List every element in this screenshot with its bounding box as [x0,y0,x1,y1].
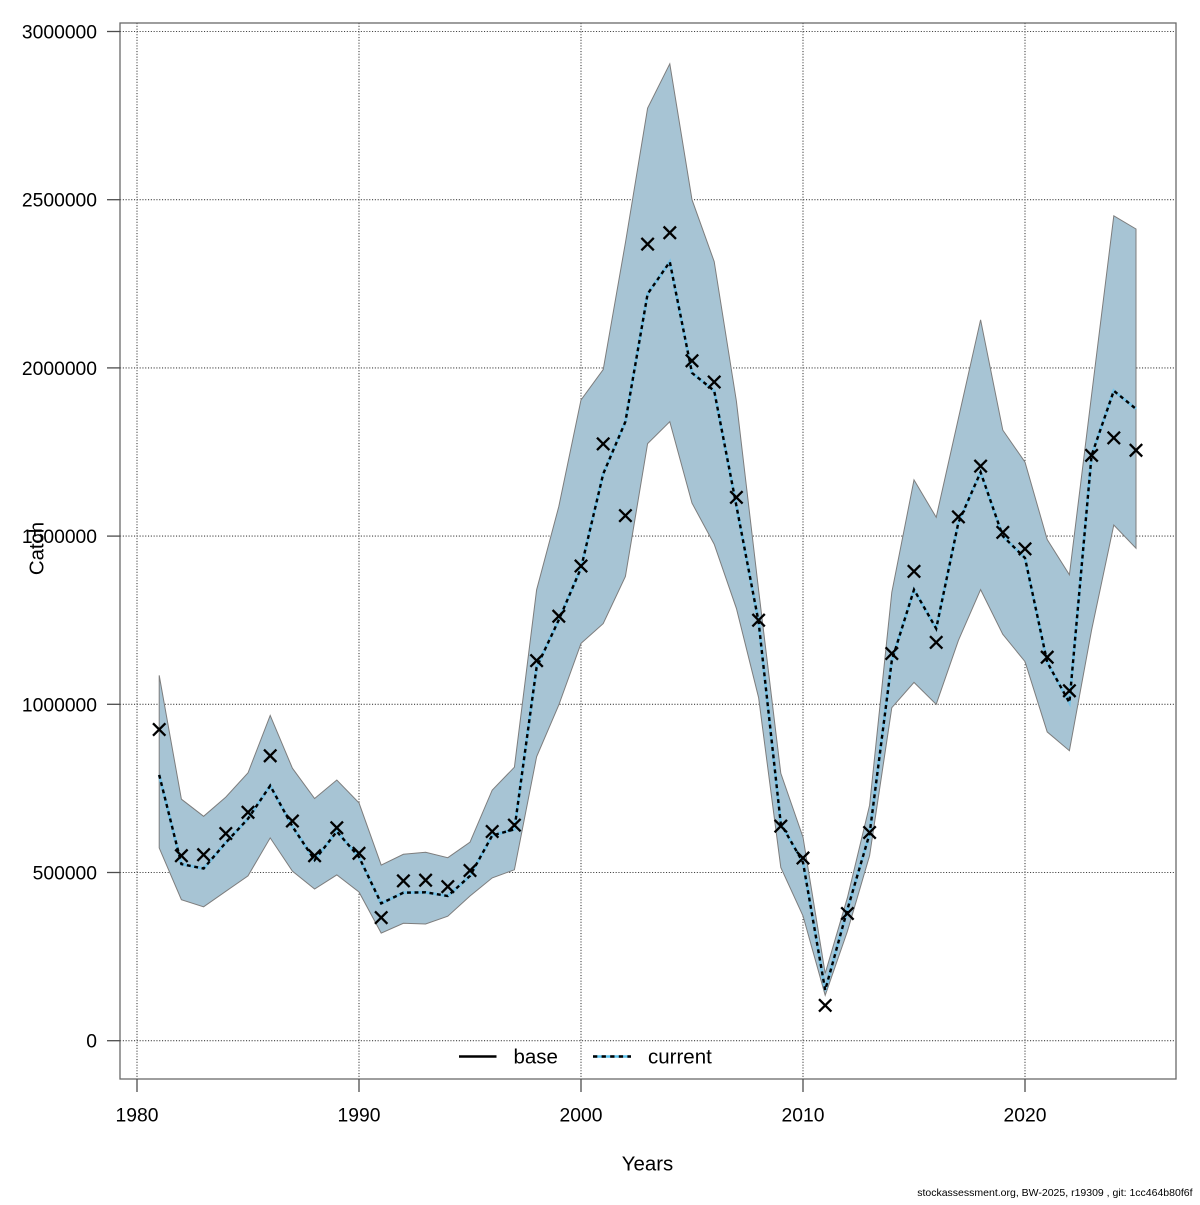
svg-text:1980: 1980 [116,1106,159,1127]
svg-text:Catch: Catch [27,522,49,575]
svg-text:2000: 2000 [560,1106,603,1127]
svg-text:500000: 500000 [33,864,97,885]
svg-text:Years: Years [622,1154,673,1176]
svg-text:2500000: 2500000 [22,191,97,212]
svg-text:2020: 2020 [1004,1106,1047,1127]
svg-text:1500000: 1500000 [22,527,97,548]
svg-text:2010: 2010 [782,1106,825,1127]
svg-text:3000000: 3000000 [22,23,97,44]
svg-text:base: base [514,1046,558,1069]
svg-text:1000000: 1000000 [22,695,97,716]
svg-text:current: current [648,1046,712,1069]
svg-text:1990: 1990 [338,1106,381,1127]
svg-text:stockassessment.org, BW-2025,: stockassessment.org, BW-2025, r19309 , g… [917,1187,1192,1199]
svg-text:0: 0 [86,1032,97,1053]
svg-text:2000000: 2000000 [22,359,97,380]
